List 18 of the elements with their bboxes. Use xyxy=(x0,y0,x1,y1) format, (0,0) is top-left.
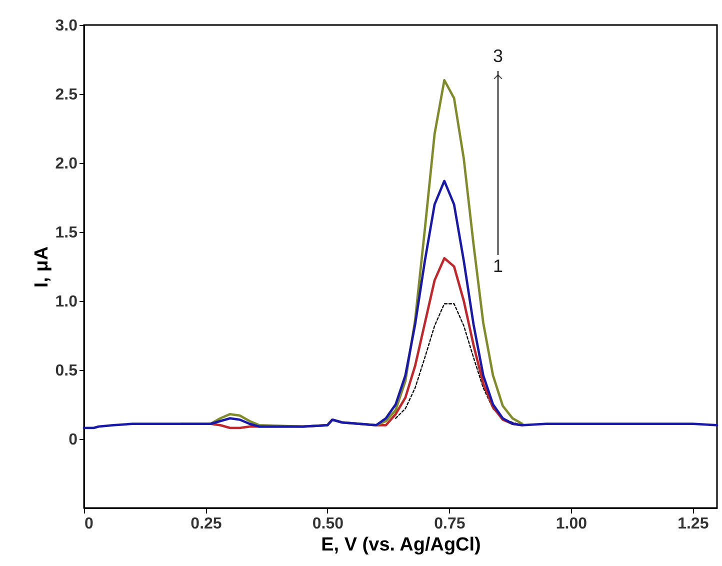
x-tick-label: 0.50 xyxy=(312,516,344,532)
y-tick-label: 1.0 xyxy=(55,294,78,310)
annotation: 3 xyxy=(492,46,504,66)
y-tick-label: 0.5 xyxy=(55,362,78,380)
y-axis-title: I, μA xyxy=(31,246,52,288)
line-series xyxy=(82,180,718,430)
x-tick-label: 1.25 xyxy=(678,516,709,532)
x-tick-label: 1.00 xyxy=(556,516,588,532)
x-tick-label: 0.75 xyxy=(434,516,466,532)
y-tick-label: 1.5 xyxy=(55,224,78,242)
x-tick-label: 0 xyxy=(84,516,94,532)
y-tick-label: 3.0 xyxy=(55,18,78,34)
y-tick-label: 2.0 xyxy=(55,156,78,172)
y-tick-label: 2.5 xyxy=(55,86,78,104)
x-axis-title: E, V (vs. Ag/AgCl) xyxy=(321,534,481,556)
x-tick-label: 0.25 xyxy=(190,516,222,532)
y-tick-label: 0 xyxy=(68,432,78,448)
annotation: 1 xyxy=(492,256,504,276)
